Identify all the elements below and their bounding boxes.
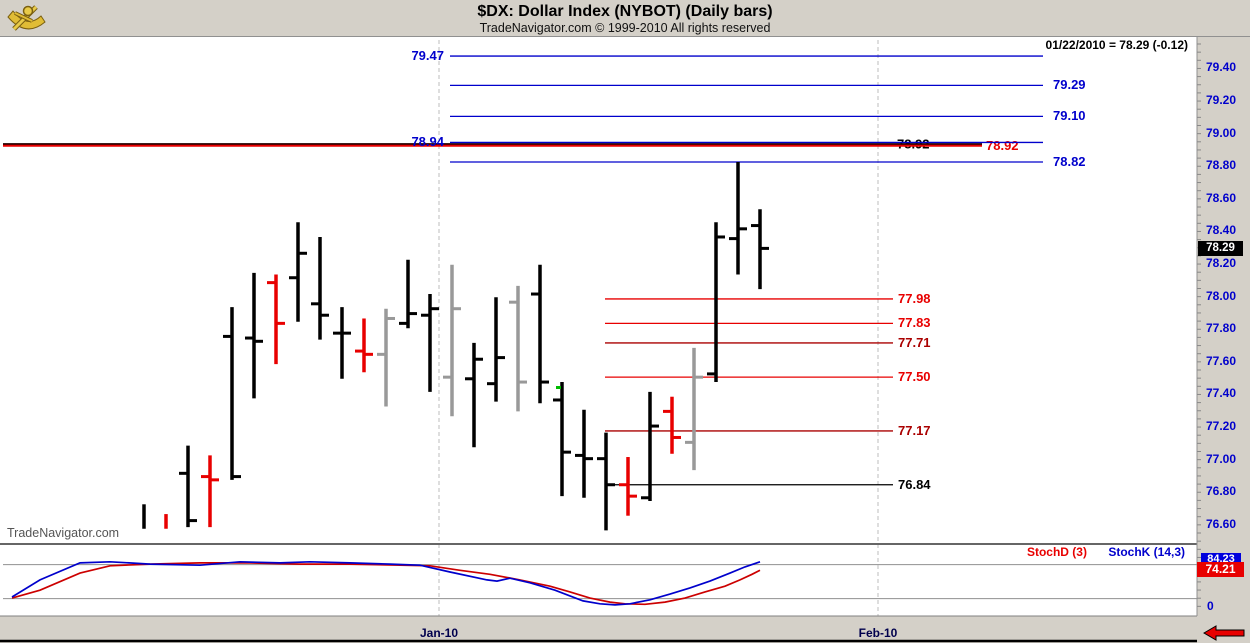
price-level-label: 78.92 [986, 138, 1019, 153]
current-price-axis-box: 78.29 [1198, 241, 1243, 256]
scroll-left-arrow[interactable] [1203, 625, 1245, 641]
stochastic-legend: StochD (3) StochK (14,3) [1027, 545, 1185, 559]
last-quote-readout: 01/22/2010 = 78.29 (-0.12) [1045, 38, 1188, 52]
stoch-k-line [11, 560, 761, 606]
tradenavigator-logo-icon [7, 5, 46, 31]
stoch-d-line [11, 562, 761, 606]
copyright-subtitle: TradeNavigator.com © 1999-2010 All right… [479, 21, 771, 35]
chart-canvas [0, 37, 1197, 616]
stoch-zero-axis-label: 0 [1207, 599, 1214, 613]
green-marker-dot [556, 386, 561, 389]
watermark-text: TradeNavigator.com [7, 526, 120, 540]
stochk-legend-label[interactable]: StochK (14,3) [1108, 545, 1185, 559]
stochd-legend-label[interactable]: StochD (3) [1026, 545, 1087, 559]
stochd-value-box: 74.21 [1197, 562, 1244, 577]
page-title: $DX: Dollar Index (NYBOT) (Daily bars) [477, 3, 773, 20]
